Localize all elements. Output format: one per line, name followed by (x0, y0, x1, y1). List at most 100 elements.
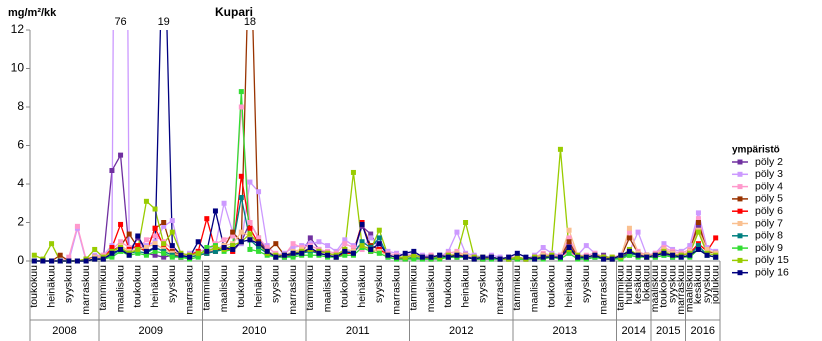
legend-marker (737, 196, 743, 202)
off-scale-label: 76 (114, 16, 126, 28)
year-label: 2008 (52, 325, 76, 337)
series-marker (74, 258, 80, 264)
plot-area (31, 30, 719, 264)
series-marker (256, 189, 262, 195)
series-marker (178, 252, 184, 258)
x-tick-label: maaliskuu (528, 265, 540, 312)
legend-label: pöly 9 (755, 242, 783, 254)
series-marker (454, 252, 460, 258)
series-marker (713, 235, 719, 241)
x-tick-label: tammikuu (97, 265, 109, 311)
year-label: 2013 (553, 325, 577, 337)
series-marker (299, 250, 305, 256)
legend-title: ympäristö (732, 145, 780, 156)
series-marker (126, 231, 132, 237)
series-marker (437, 252, 443, 258)
x-tick-label: toukokuu (339, 265, 351, 308)
series-marker (264, 245, 270, 251)
chart-title: Kupari (215, 5, 253, 19)
series-marker (307, 252, 313, 258)
x-tick-label: lokakuu (640, 265, 652, 301)
series-marker (92, 246, 98, 252)
series-marker (359, 243, 365, 249)
series-marker (49, 258, 55, 264)
series-marker (212, 208, 218, 214)
series-marker (463, 220, 469, 225)
off-scale-label: 18 (244, 16, 256, 28)
series-marker (31, 258, 37, 264)
series-marker (143, 237, 149, 243)
series-marker (670, 252, 676, 258)
legend-label: pöly 6 (755, 205, 783, 217)
series-marker (100, 256, 106, 262)
series-marker (626, 229, 632, 235)
series-marker (169, 254, 175, 260)
x-tick-label: syyskuu (166, 265, 178, 303)
x-tick-label: maaliskuu (218, 265, 230, 312)
series-marker (143, 198, 149, 204)
series-marker (57, 252, 63, 258)
series-marker (695, 229, 701, 235)
series-marker (83, 258, 89, 264)
series-marker (152, 206, 158, 212)
series-marker (290, 254, 296, 260)
series-marker (411, 248, 417, 254)
x-tick-label: toukokuu (28, 265, 40, 308)
series-marker (238, 239, 244, 245)
series-marker (480, 254, 486, 260)
series-marker (695, 216, 701, 222)
x-tick-label: maaliskuu (425, 265, 437, 312)
x-tick-label: tammikuu (511, 265, 523, 311)
series-marker (402, 254, 408, 260)
series-marker (152, 245, 158, 251)
x-tick-label: marraskuu (390, 265, 402, 315)
series-marker (376, 235, 382, 241)
series-marker (221, 245, 227, 251)
series-marker (695, 210, 701, 216)
series-marker (695, 223, 701, 229)
series-marker (290, 250, 296, 256)
x-tick-label: marraskuu (494, 265, 506, 315)
series-marker (204, 248, 210, 254)
series-marker (256, 248, 262, 254)
legend-marker (737, 208, 743, 214)
series-marker (316, 239, 322, 245)
series-marker (566, 239, 572, 245)
series-marker (195, 250, 201, 256)
series-marker (161, 241, 167, 247)
x-tick-label: syyskuu (477, 265, 489, 303)
series-marker (523, 254, 529, 260)
legend-label: pöly 2 (755, 156, 783, 168)
x-tick-label: toukokuu (658, 265, 670, 308)
series-marker (143, 245, 149, 251)
series-marker (247, 220, 253, 225)
legend-label: pöly 16 (755, 266, 789, 278)
x-tick-label: toukokuu (546, 265, 558, 308)
series-marker (256, 241, 262, 247)
series-marker (368, 231, 374, 237)
series-marker (601, 256, 607, 262)
series-marker (256, 245, 262, 251)
series-marker (583, 243, 589, 249)
series-marker (359, 221, 365, 227)
series-marker (368, 235, 374, 241)
series-marker (514, 254, 520, 260)
year-label: 2012 (449, 325, 473, 337)
series-marker (66, 258, 72, 264)
x-tick-label: syyskuu (373, 265, 385, 303)
series-marker (566, 235, 572, 241)
series-marker (118, 221, 124, 227)
series-marker (678, 254, 684, 260)
series-marker (359, 239, 365, 245)
series-marker (290, 245, 296, 251)
x-tick-label: heinäkuu (45, 265, 57, 308)
series-marker (238, 104, 244, 110)
x-tick-label: maaliskuu (114, 265, 126, 312)
series-marker (713, 254, 719, 260)
series-marker (592, 252, 598, 258)
series-marker (230, 233, 236, 239)
series-marker (238, 89, 244, 95)
series-marker (135, 250, 141, 256)
y-tick-label: 8 (17, 99, 24, 113)
series-marker (325, 252, 331, 258)
